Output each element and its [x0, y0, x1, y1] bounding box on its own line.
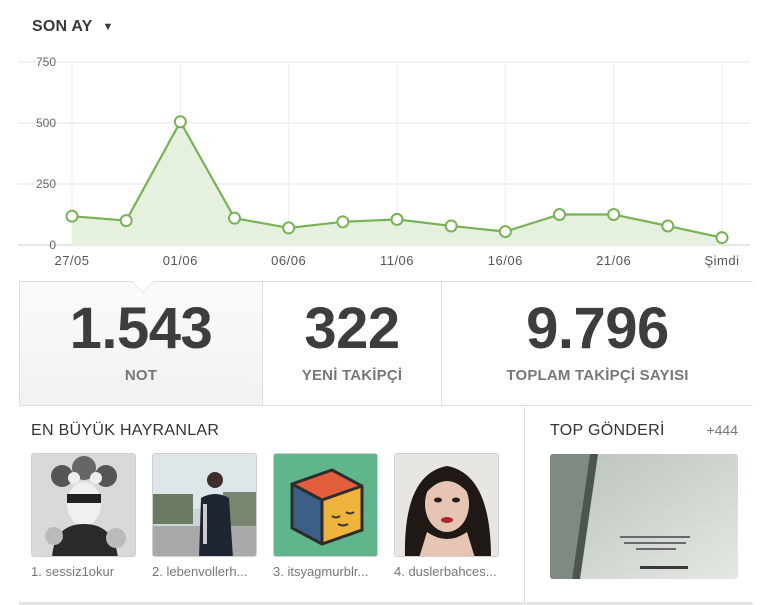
top-fans-section: EN BÜYÜK HAYRANLAR 1. sessiz1okur [19, 407, 525, 605]
data-point [119, 214, 133, 228]
fan-card[interactable]: 3. itsyagmurblr... [273, 453, 378, 579]
stat-new-followers[interactable]: 322 YENİ TAKİPÇİ [263, 282, 442, 405]
data-point [498, 225, 512, 239]
stat-value: 9.796 [526, 296, 669, 361]
fan-avatar[interactable] [152, 453, 257, 557]
fan-name[interactable]: 1. sessiz1okur [31, 564, 115, 579]
stat-notes[interactable]: 1.543 NOT [19, 281, 263, 405]
data-point [661, 219, 675, 233]
period-label: SON AY [32, 18, 93, 35]
fan-avatar[interactable] [394, 453, 499, 557]
data-point [390, 212, 404, 226]
stat-value: 1.543 [69, 296, 213, 361]
fan-name[interactable]: 3. itsyagmurblr... [273, 564, 369, 579]
stat-label: TOPLAM TAKİPÇİ SAYISI [506, 367, 689, 384]
stat-total-followers[interactable]: 9.796 TOPLAM TAKİPÇİ SAYISI [442, 282, 753, 405]
y-tick-label: 750 [36, 55, 56, 69]
top-post-image[interactable] [550, 454, 738, 579]
data-point [173, 115, 187, 129]
stat-label: NOT [124, 367, 158, 384]
data-point [228, 211, 241, 225]
y-tick-label: 0 [49, 238, 56, 252]
data-point [715, 231, 729, 245]
stat-value: 322 [304, 296, 400, 361]
x-tick-label: 06/06 [271, 253, 306, 268]
fan-name[interactable]: 4. duslerbahces... [394, 564, 497, 579]
period-dropdown[interactable]: SON AY ▼ [32, 18, 113, 36]
x-tick-label: 27/05 [54, 253, 89, 268]
stats-bar: 1.543 NOT 322 YENİ TAKİPÇİ 9.796 TOPLAM … [19, 281, 753, 406]
chevron-down-icon: ▼ [102, 21, 114, 33]
data-point [444, 219, 458, 233]
fan-avatar[interactable] [31, 453, 136, 557]
data-point [336, 215, 350, 229]
activity-chart: 0 250 500 750 27/05 01/06 06/06 11/06 16/06 21/06… [18, 55, 750, 268]
data-point [607, 208, 621, 221]
data-point [553, 208, 566, 221]
fan-card[interactable]: 2. lebenvollerh... [152, 453, 257, 579]
y-tick-label: 500 [36, 116, 56, 130]
data-point [282, 221, 296, 235]
x-tick-label: 16/06 [488, 253, 523, 268]
top-post-section: TOP GÖNDERİ +444 [525, 407, 753, 605]
fan-card[interactable]: 4. duslerbahces... [394, 453, 499, 579]
active-notch [132, 281, 154, 292]
fan-name[interactable]: 2. lebenvollerh... [152, 564, 248, 579]
top-post-count: +444 [706, 422, 738, 438]
data-point [65, 209, 79, 223]
stat-label: YENİ TAKİPÇİ [301, 367, 403, 384]
section-title: TOP GÖNDERİ [550, 422, 665, 439]
fan-avatar[interactable] [273, 453, 378, 557]
fan-card[interactable]: 1. sessiz1okur [31, 453, 136, 579]
x-tick-label: Şimdi [704, 253, 739, 268]
x-tick-label: 01/06 [163, 253, 198, 268]
x-tick-label: 11/06 [380, 253, 414, 268]
x-tick-label: 21/06 [596, 253, 631, 268]
y-tick-label: 250 [36, 177, 56, 191]
divider [19, 602, 753, 605]
section-title: EN BÜYÜK HAYRANLAR [31, 422, 220, 439]
